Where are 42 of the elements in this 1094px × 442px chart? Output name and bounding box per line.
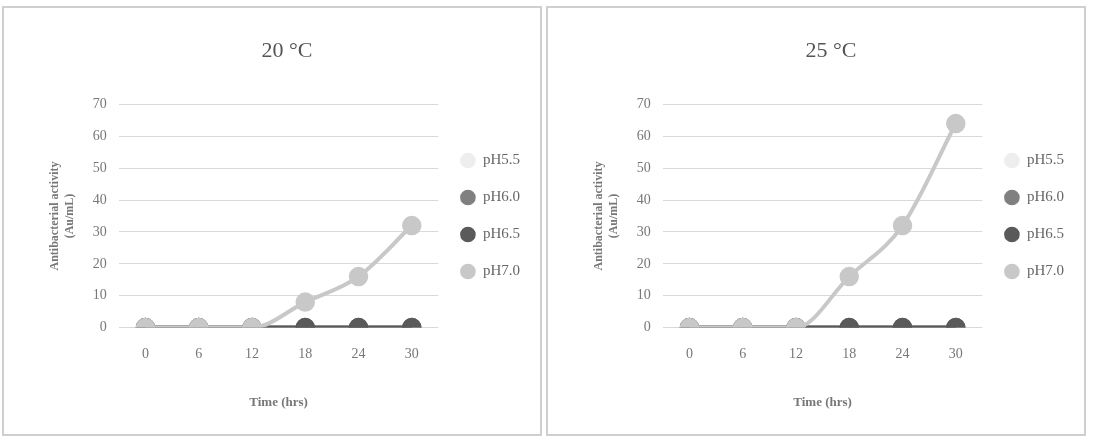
- y-tick-label: 0: [643, 319, 651, 335]
- y-tick-label: 30: [92, 223, 107, 239]
- legend-label: pH5.5: [482, 151, 521, 168]
- y-tick-label: 20: [636, 255, 651, 271]
- x-tick-label: 12: [788, 345, 803, 361]
- x-tick-label: 18: [298, 345, 313, 361]
- y-tick-label: 10: [92, 287, 107, 303]
- legend-label: pH6.0: [482, 188, 521, 205]
- y-tick-label: 60: [636, 127, 651, 143]
- y-axis-title: Antibacterial activity (Au/mL): [591, 161, 620, 271]
- legend-label: pH6.0: [1026, 188, 1065, 205]
- x-axis-title: Time (hrs): [249, 393, 308, 409]
- x-tick-label: 24: [895, 345, 910, 361]
- x-tick-label: 0: [685, 345, 693, 361]
- y-tick-label: 50: [92, 159, 107, 175]
- y-tick-label: 30: [636, 223, 651, 239]
- legend-label: pH6.5: [1026, 225, 1065, 242]
- x-tick-label: 0: [141, 345, 149, 361]
- chart-title: 20 °C: [261, 36, 313, 62]
- x-tick-label: 30: [948, 345, 963, 361]
- legend-label: pH7.0: [482, 262, 521, 279]
- x-tick-label: 6: [739, 345, 747, 361]
- x-tick-label: 18: [842, 345, 857, 361]
- x-tick-label: 24: [351, 345, 366, 361]
- y-tick-label: 60: [92, 127, 107, 143]
- y-tick-label: 40: [636, 191, 651, 207]
- y-tick-label: 70: [92, 96, 107, 112]
- x-axis-title: Time (hrs): [793, 393, 852, 409]
- legend-label: pH6.5: [482, 225, 521, 242]
- x-tick-label: 30: [404, 345, 419, 361]
- y-tick-label: 20: [92, 255, 107, 271]
- y-tick-label: 10: [636, 287, 651, 303]
- y-tick-label: 70: [636, 96, 651, 112]
- y-tick-label: 0: [99, 319, 107, 335]
- legend-label: pH5.5: [1026, 151, 1065, 168]
- chart-title: 25 °C: [805, 36, 857, 62]
- y-axis-title: Antibacterial activity (Au/mL): [47, 161, 76, 271]
- x-tick-label: 12: [244, 345, 259, 361]
- y-tick-label: 50: [636, 159, 651, 175]
- x-tick-label: 6: [195, 345, 203, 361]
- y-tick-label: 40: [92, 191, 107, 207]
- legend-label: pH7.0: [1026, 262, 1065, 279]
